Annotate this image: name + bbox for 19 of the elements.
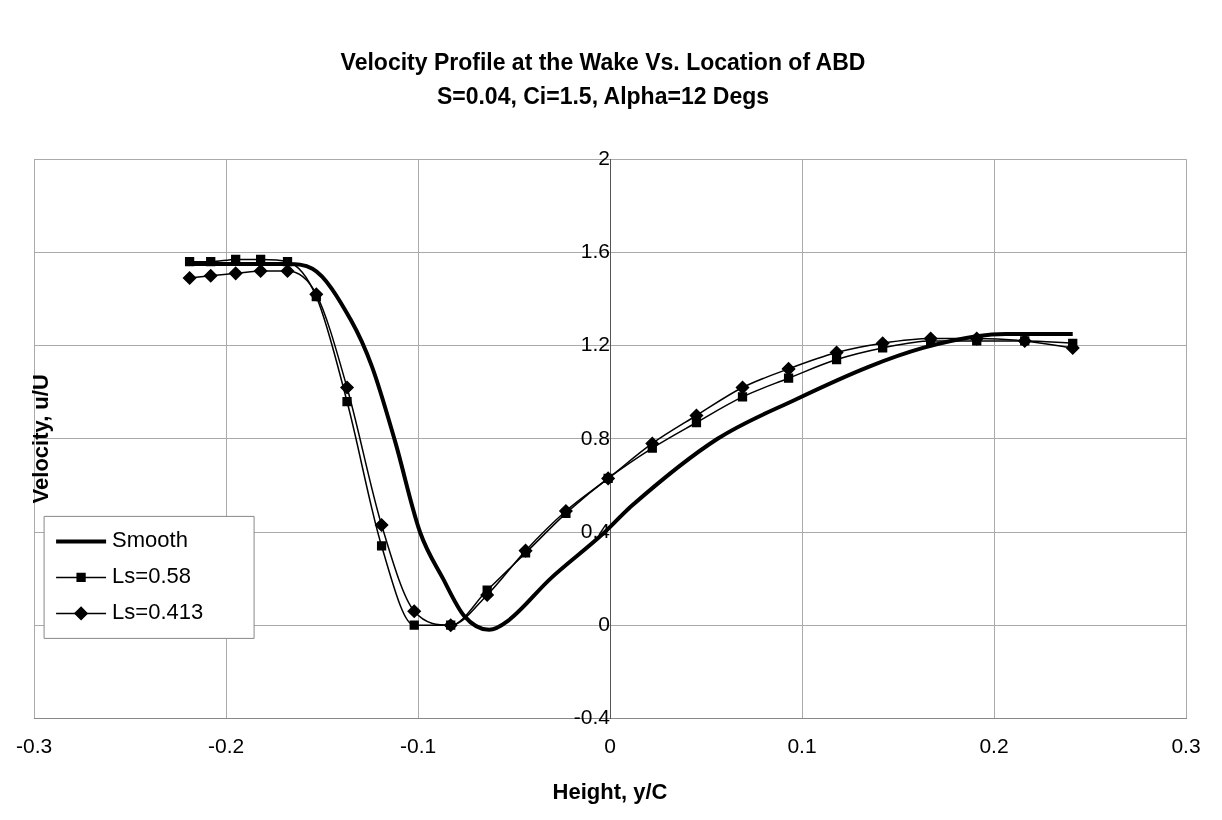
x-tick-label: -0.2 — [207, 733, 245, 757]
x-tick-label: -0.1 — [399, 733, 437, 757]
y-tick-label: 1.6 — [580, 239, 611, 263]
y-tick-label: -0.4 — [573, 705, 611, 729]
x-tick-label: 0.1 — [787, 733, 817, 757]
legend-label: Ls=0.413 — [112, 599, 204, 625]
x-tick-label: -0.3 — [16, 733, 53, 757]
y-axis-title: Velocity, u/U — [28, 374, 54, 504]
y-tick-label: 0.8 — [580, 425, 611, 449]
legend-label: Smooth — [112, 527, 188, 553]
chart-title: Velocity Profile at the Wake Vs. Location of ABD — [340, 49, 866, 76]
x-tick-label: 0.3 — [1171, 733, 1201, 757]
y-tick-label: 2 — [598, 146, 611, 169]
x-tick-label: 0.2 — [979, 733, 1009, 757]
y-tick-label: 1.2 — [580, 332, 611, 356]
y-tick-label: 0 — [598, 612, 611, 635]
chart-subtitle: S=0.04, Ci=1.5, Alpha=12 Degs — [436, 82, 770, 109]
legend-label: Ls=0.58 — [112, 563, 191, 589]
x-axis-title: Height, y/C — [552, 778, 668, 804]
